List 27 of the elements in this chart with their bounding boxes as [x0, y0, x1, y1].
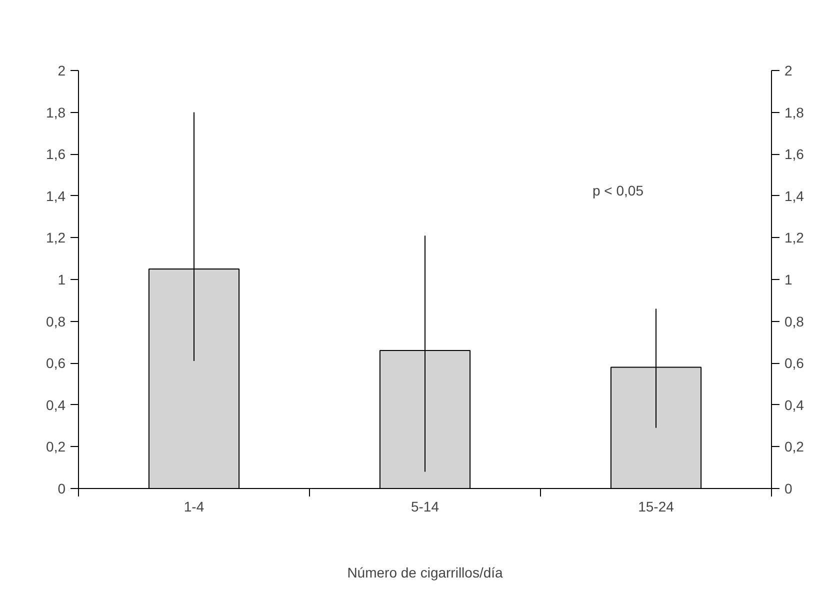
y2-tick-label: 0,4 — [784, 396, 804, 413]
y-tick-label: 1,4 — [46, 188, 66, 204]
y-tick-label: 1,6 — [46, 146, 66, 162]
y-tick-label: 1,2 — [46, 230, 66, 246]
x-tick-label: 5-14 — [410, 498, 440, 514]
y-tick-label: 0,6 — [46, 355, 66, 372]
y2-tick-label: 0,8 — [784, 313, 804, 330]
y2-tick-label: 0,2 — [784, 438, 804, 455]
x-tick-label: 15-24 — [638, 498, 674, 514]
y2-tick-label: 1 — [784, 272, 792, 288]
y2-tick-label: 1,2 — [784, 230, 804, 246]
y-tick-label: 1 — [58, 272, 66, 288]
y-tick-label: 0 — [58, 480, 66, 496]
y-tick-label: 1,8 — [46, 104, 66, 120]
y2-tick-label: 0,6 — [784, 355, 804, 372]
y2-tick-label: 2 — [784, 62, 792, 78]
y2-tick-label: 1,4 — [784, 188, 804, 204]
y-tick-label: 0,2 — [46, 438, 66, 455]
y2-tick-label: 1,8 — [784, 104, 804, 120]
annotation: p < 0,05 — [592, 182, 644, 198]
y2-tick-label: 1,6 — [784, 146, 804, 162]
x-axis-title: Número de cigarrillos/día — [347, 564, 504, 580]
y-tick-label: 0,8 — [46, 313, 66, 330]
y-tick-label: 0,4 — [46, 396, 66, 413]
y-tick-label: 2 — [58, 62, 66, 78]
y2-tick-label: 0 — [784, 480, 792, 496]
x-tick-label: 1-4 — [184, 498, 204, 514]
